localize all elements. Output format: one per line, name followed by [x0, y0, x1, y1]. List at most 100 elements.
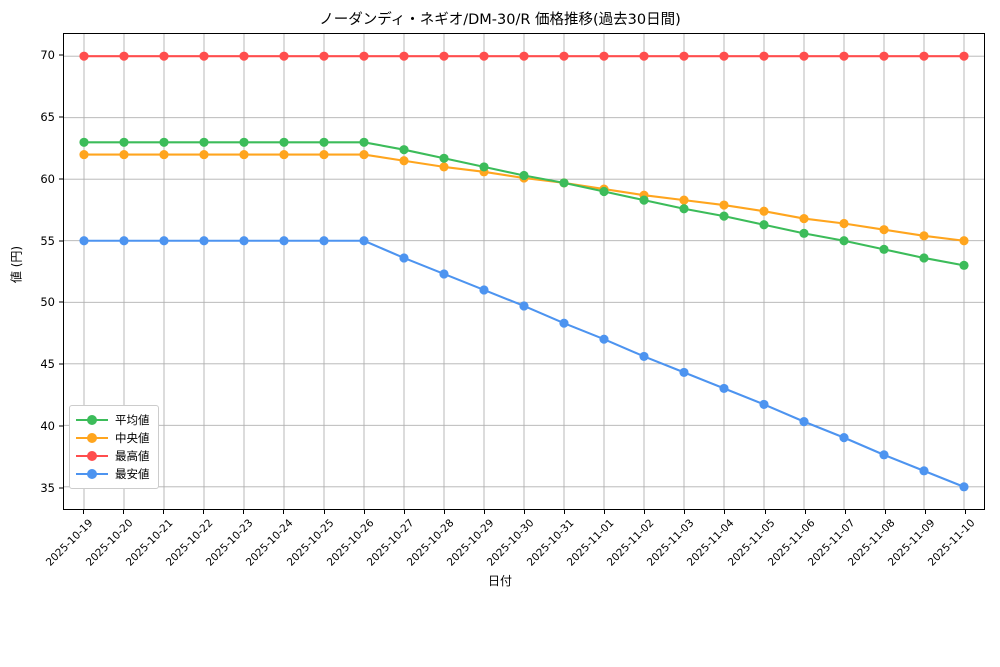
data-point: [759, 399, 769, 409]
data-point: [439, 162, 449, 172]
y-tick-mark: [59, 240, 63, 242]
x-tick-mark: [764, 510, 766, 514]
data-point: [119, 51, 129, 61]
data-point: [199, 51, 209, 61]
data-point: [239, 236, 249, 246]
data-point: [399, 253, 409, 263]
data-point: [559, 178, 569, 188]
legend-item[interactable]: 中央値: [76, 429, 150, 447]
plot-area: [63, 33, 985, 510]
x-tick-label: 2025-10-28: [404, 517, 457, 569]
data-point: [839, 51, 849, 61]
series-line: [82, 239, 966, 488]
y-tick-label: 50: [40, 295, 55, 310]
data-point: [879, 244, 889, 254]
x-tick-label: 2025-11-01: [565, 517, 617, 569]
legend-item[interactable]: 平均値: [76, 411, 150, 429]
x-tick-mark: [243, 510, 245, 514]
legend-label: 中央値: [115, 431, 150, 445]
x-tick-mark: [964, 510, 966, 514]
x-tick-label: 2025-11-09: [885, 517, 938, 569]
x-tick-mark: [884, 510, 886, 514]
x-tick-label: 2025-10-24: [244, 517, 296, 569]
x-tick-label: 2025-11-03: [645, 517, 697, 569]
legend-item[interactable]: 最安値: [76, 465, 150, 483]
data-series-layer: [79, 51, 969, 492]
data-point: [519, 170, 529, 181]
y-tick-mark: [59, 116, 63, 118]
x-tick-mark: [123, 510, 125, 514]
x-tick-label: 2025-10-29: [444, 517, 497, 569]
x-tick-label: 2025-11-10: [925, 517, 978, 569]
y-tick-mark: [59, 425, 63, 427]
data-point: [119, 150, 129, 160]
data-point: [199, 236, 209, 246]
data-point: [959, 51, 969, 61]
data-point: [79, 236, 89, 246]
x-tick-mark: [804, 510, 806, 514]
data-point: [159, 236, 169, 246]
data-point: [599, 334, 609, 344]
x-tick-label: 2025-10-30: [484, 517, 537, 569]
y-tick-label: 70: [40, 48, 55, 63]
x-tick-label: 2025-10-31: [524, 517, 577, 569]
x-tick-mark: [564, 510, 566, 514]
legend-marker-icon: [76, 467, 108, 481]
data-point: [479, 51, 489, 61]
data-point: [79, 51, 89, 61]
data-point: [359, 236, 369, 246]
data-point: [919, 466, 929, 476]
y-tick-mark: [59, 363, 63, 365]
data-point: [759, 206, 769, 216]
data-point: [559, 51, 569, 61]
data-point: [119, 137, 129, 147]
x-tick-mark: [724, 510, 726, 514]
data-point: [239, 51, 249, 61]
data-point: [799, 417, 809, 427]
x-tick-label: 2025-10-22: [164, 517, 216, 569]
x-axis-label: 日付: [487, 574, 512, 588]
series-line: [82, 153, 966, 242]
chart-legend: 平均値中央値最高値最安値: [69, 405, 159, 489]
legend-marker-icon: [76, 431, 108, 445]
data-point: [679, 367, 689, 377]
x-tick-label: 2025-11-08: [845, 517, 898, 569]
x-tick-label: 2025-10-21: [124, 517, 176, 569]
y-tick-label: 55: [40, 233, 55, 248]
data-point: [199, 137, 209, 147]
x-tick-mark: [83, 510, 85, 514]
data-point: [159, 137, 169, 147]
y-tick-mark: [59, 487, 63, 489]
data-point: [119, 236, 129, 246]
data-point: [439, 153, 449, 163]
legend-label: 最高値: [115, 449, 150, 463]
data-point: [839, 433, 849, 443]
data-point: [439, 51, 449, 61]
data-point: [639, 351, 649, 361]
data-point: [719, 51, 729, 61]
x-tick-label: 2025-11-02: [605, 517, 657, 569]
legend-marker-icon: [76, 413, 108, 427]
legend-item[interactable]: 最高値: [76, 447, 150, 465]
data-point: [679, 204, 689, 214]
data-point: [479, 285, 489, 295]
x-tick-mark: [283, 510, 285, 514]
data-point: [959, 236, 969, 246]
data-point: [479, 162, 489, 172]
data-point: [319, 51, 329, 61]
data-point: [399, 156, 409, 166]
x-tick-mark: [363, 510, 365, 514]
x-tick-mark: [443, 510, 445, 514]
x-tick-label: 2025-11-04: [685, 517, 737, 569]
data-point: [279, 236, 289, 246]
x-tick-mark: [163, 510, 165, 514]
data-point: [759, 220, 769, 230]
x-tick-mark: [403, 510, 405, 514]
series-line: [82, 141, 966, 267]
data-point: [439, 269, 449, 279]
x-tick-label: 2025-10-26: [324, 517, 377, 569]
y-tick-mark: [59, 178, 63, 180]
data-point: [799, 214, 809, 224]
data-point: [159, 51, 169, 61]
data-point: [319, 236, 329, 246]
